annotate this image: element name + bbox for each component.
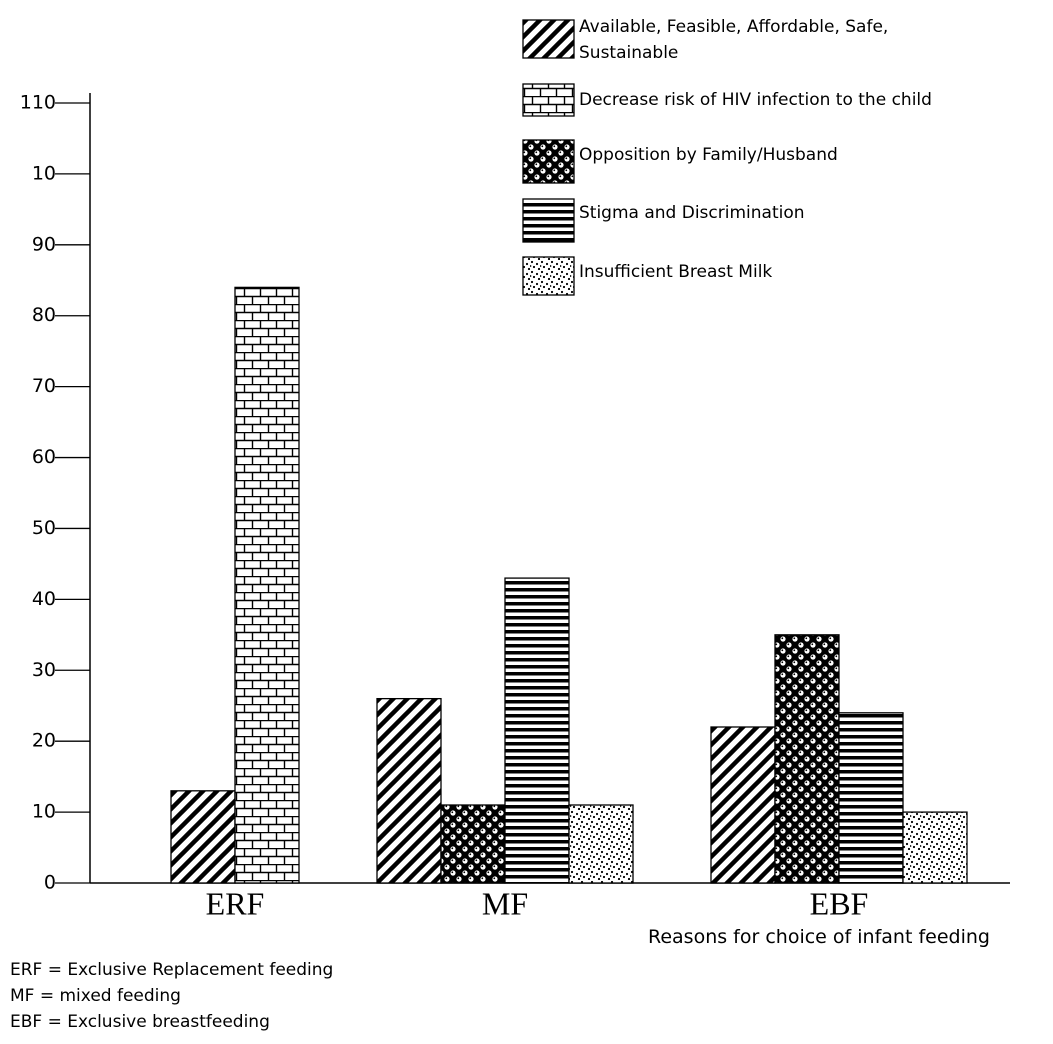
bar xyxy=(568,804,634,884)
x-tick-label: EBF xyxy=(810,885,869,921)
legend-swatch xyxy=(522,256,575,296)
x-tick-label: MF xyxy=(482,885,528,921)
x-axis-title: Reasons for choice of infant feeding xyxy=(648,926,990,948)
bar xyxy=(376,697,442,884)
y-tick-label: 50 xyxy=(32,517,56,539)
legend-label: Opposition by Family/Husband xyxy=(579,145,838,165)
legend-label: Decrease risk of HIV infection to the ch… xyxy=(579,90,932,110)
legend-swatch xyxy=(522,198,575,243)
y-tick-label: 10 xyxy=(32,162,56,184)
bar xyxy=(774,634,840,884)
legend-swatch xyxy=(522,19,575,59)
y-tick-label: 90 xyxy=(32,233,56,255)
legend-swatch xyxy=(522,139,575,184)
bar xyxy=(234,286,300,884)
footnote: MF = mixed feeding xyxy=(10,986,181,1006)
footnote: EBF = Exclusive breastfeeding xyxy=(10,1012,270,1032)
y-tick-label: 80 xyxy=(32,304,56,326)
bar xyxy=(440,804,506,884)
legend-label: Stigma and Discrimination xyxy=(579,203,805,223)
legend-swatch xyxy=(522,83,575,117)
y-tick-label: 40 xyxy=(32,588,56,610)
legend-label: Insufficient Breast Milk xyxy=(579,262,773,282)
bar xyxy=(170,790,236,884)
y-tick-label: 30 xyxy=(32,659,56,681)
y-tick-label: 60 xyxy=(32,446,56,468)
y-tick-label: 20 xyxy=(32,730,56,752)
y-tick-label: 0 xyxy=(44,872,56,894)
y-tick-label: 10 xyxy=(32,801,56,823)
y-tick-label: 70 xyxy=(32,375,56,397)
bar xyxy=(838,712,904,884)
bar xyxy=(710,726,776,884)
x-tick-label: ERF xyxy=(206,885,265,921)
y-tick-label: 110 xyxy=(20,92,56,114)
footnote: ERF = Exclusive Replacement feeding xyxy=(10,960,334,980)
bar xyxy=(504,577,570,884)
bar xyxy=(902,811,968,884)
legend-label: Available, Feasible, Affordable, Safe, S… xyxy=(579,17,889,63)
